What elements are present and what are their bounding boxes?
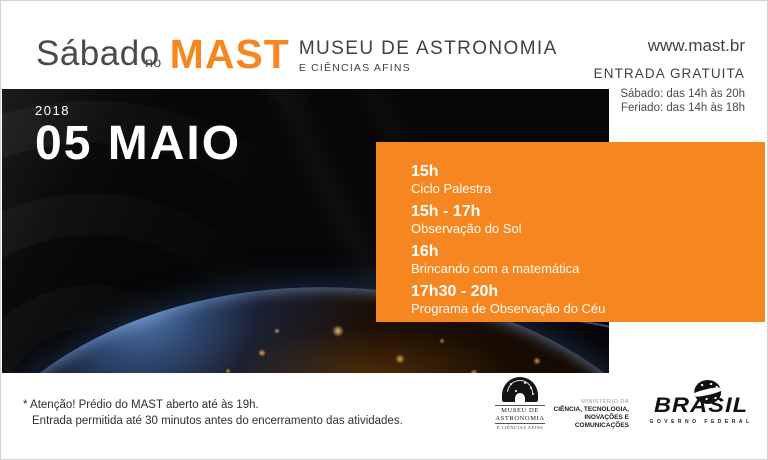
- schedule-item-title: Ciclo Palestra: [411, 181, 492, 196]
- schedule-item-time: 16h: [411, 243, 439, 260]
- event-name-prefix: no: [145, 54, 162, 70]
- globe-stars: [700, 384, 703, 386]
- schedule-item-title: Observação do Sol: [411, 221, 522, 236]
- globe-flag-icon: [694, 380, 722, 404]
- brasil-text: BRASIL: [653, 394, 749, 417]
- schedule-item-title: Programa de Observação do Céu: [411, 301, 606, 316]
- museum-name-line1: MUSEU DE ASTRONOMIA: [298, 38, 558, 59]
- schedule-item: 15h Ciclo Palestra: [411, 163, 749, 196]
- museum-arch-icon: [502, 377, 538, 402]
- schedule-item-time: 15h: [411, 163, 439, 180]
- event-year: 2018: [35, 103, 70, 118]
- schedule-item: 17h30 - 20h Programa de Observação do Cé…: [411, 283, 749, 316]
- mast-logo-line1: MUSEU DE: [501, 407, 539, 414]
- museum-name: MUSEU DE ASTRONOMIA E CIÊNCIAS AFINS: [298, 38, 558, 75]
- mast-museum-logo: MUSEU DE ASTRONOMIA E CIÊNCIAS AFINS: [495, 377, 545, 430]
- globe-band: [694, 385, 722, 399]
- arch-stars: [510, 383, 512, 385]
- schedule-item-time: 17h30 - 20h: [411, 283, 499, 300]
- schedule-item-title: Brincando com a matemática: [411, 261, 580, 276]
- mast-logo-text: MUSEU DE ASTRONOMIA: [495, 405, 545, 424]
- event-name: Sábado no: [36, 34, 161, 73]
- ministry-logo: MINISTÉRIO DA CIÊNCIA, TECNOLOGIA, INOVA…: [537, 399, 629, 430]
- event-day-month: 05 MAIO: [35, 117, 242, 170]
- ministry-line3: INOVAÇÕES E COMUNICAÇÕES: [574, 414, 629, 429]
- website-url: www.mast.br: [647, 36, 745, 55]
- attention-note-line1: * Atenção! Prédio do MAST aberto até às …: [23, 399, 259, 411]
- header-info: www.mast.br ENTRADA GRATUITA Sábado: das…: [594, 36, 745, 115]
- attention-note-line2: Entrada permitida até 30 minutos antes d…: [32, 414, 403, 427]
- event-name-text: Sábado: [36, 34, 160, 73]
- saturday-hours: Sábado: das 14h às 20h: [620, 88, 745, 100]
- mast-logo-line3: E CIÊNCIAS AFINS: [496, 425, 544, 430]
- schedule-item-time: 15h - 17h: [411, 203, 481, 220]
- ministry-line1: MINISTÉRIO DA: [581, 399, 629, 405]
- schedule-item: 16h Brincando com a matemática: [411, 243, 749, 276]
- ministry-line2: CIÊNCIA, TECNOLOGIA,: [553, 406, 629, 413]
- event-date: 2018 05 MAIO: [35, 103, 241, 169]
- brand-lockup: Sábado no MAST MUSEU DE ASTRONOMIA E CIÊ…: [36, 31, 558, 77]
- schedule-panel: 15h Ciclo Palestra 15h - 17h Observação …: [376, 142, 765, 322]
- brasil-governo-federal-logo: BRASIL GOVERNO FEDERAL: [649, 380, 753, 425]
- mast-acronym: MAST: [169, 31, 290, 77]
- arch-door: [515, 393, 525, 402]
- museum-name-line2: E CIÊNCIAS AFINS: [298, 62, 411, 74]
- brasil-wordmark: BRASIL: [653, 380, 749, 417]
- schedule-item: 15h - 17h Observação do Sol: [411, 203, 749, 236]
- attention-note: * Atenção! Prédio do MAST aberto até às …: [23, 398, 403, 429]
- mast-logo-line2: ASTRONOMIA: [495, 414, 545, 422]
- holiday-hours: Feriado: das 14h às 18h: [620, 102, 745, 114]
- governo-federal-label: GOVERNO FEDERAL: [649, 419, 753, 425]
- admission-label: ENTRADA GRATUITA: [593, 66, 745, 81]
